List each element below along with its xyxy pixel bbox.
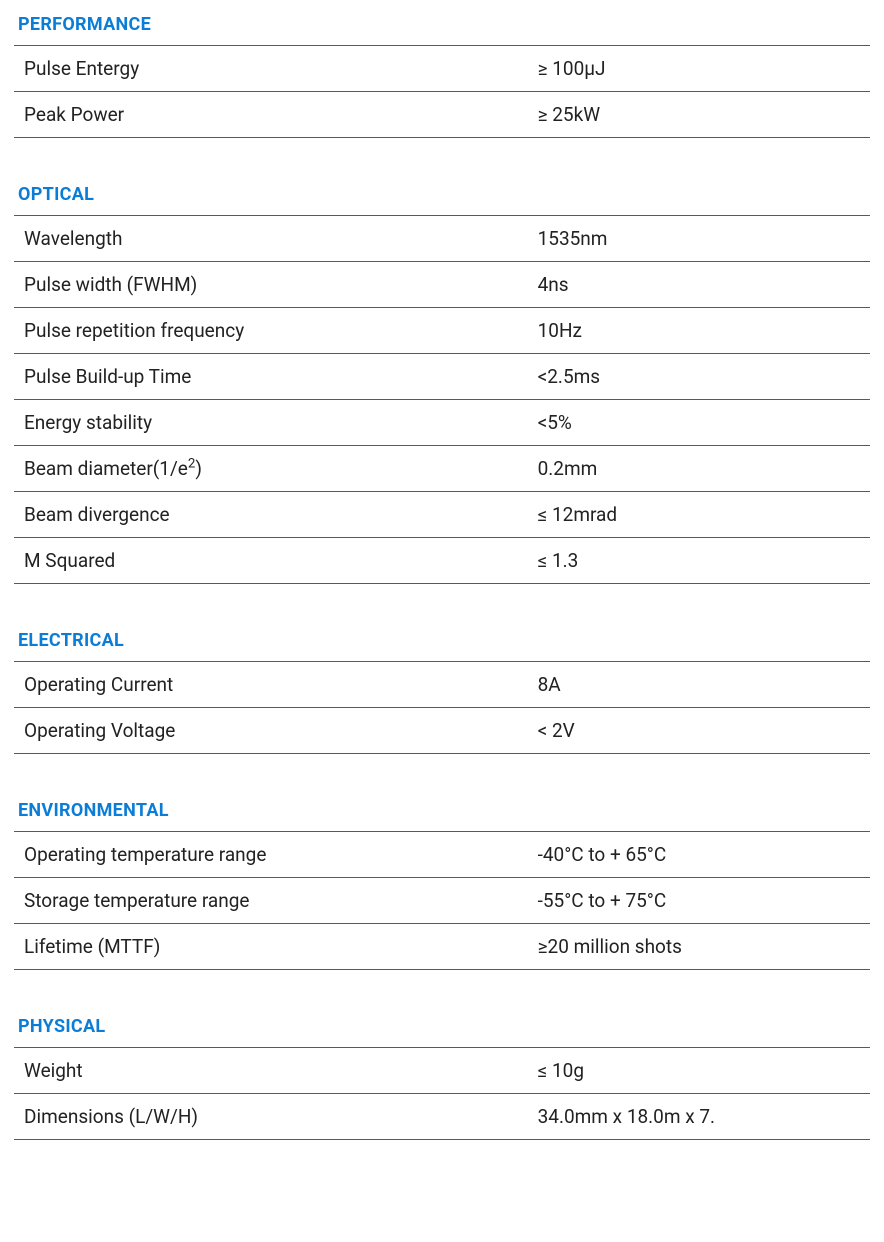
table-row: M Squared≤ 1.3	[14, 538, 870, 584]
section-header: PHYSICAL	[14, 1016, 870, 1047]
table-row: Operating temperature range-40°C to + 65…	[14, 832, 870, 878]
table-row: Operating Voltage< 2V	[14, 708, 870, 754]
spec-table: Pulse Entergy≥ 100µJPeak Power≥ 25kW	[14, 45, 870, 138]
spec-value: ≤ 10g	[528, 1048, 870, 1094]
section-header: OPTICAL	[14, 184, 870, 215]
table-row: Peak Power≥ 25kW	[14, 92, 870, 138]
spec-label: Pulse Build-up Time	[14, 354, 528, 400]
spec-value: 1535nm	[528, 216, 870, 262]
spec-label: Operating Voltage	[14, 708, 528, 754]
spec-label: Dimensions (L/W/H)	[14, 1094, 528, 1140]
spec-value: < 2V	[528, 708, 870, 754]
spec-value: ≥ 25kW	[528, 92, 870, 138]
spec-value: 10Hz	[528, 308, 870, 354]
spec-section: ELECTRICALOperating Current8AOperating V…	[14, 630, 870, 754]
spec-value: -55°C to + 75°C	[528, 878, 870, 924]
spec-table: Operating Current8AOperating Voltage< 2V	[14, 661, 870, 754]
spec-table: Weight≤ 10gDimensions (L/W/H)34.0mm x 18…	[14, 1047, 870, 1140]
table-row: Operating Current8A	[14, 662, 870, 708]
spec-table: Wavelength1535nmPulse width (FWHM)4nsPul…	[14, 215, 870, 584]
spec-label: Pulse width (FWHM)	[14, 262, 528, 308]
spec-label: Operating Current	[14, 662, 528, 708]
spec-value: 34.0mm x 18.0m x 7.	[528, 1094, 870, 1140]
spec-label: Weight	[14, 1048, 528, 1094]
table-row: Pulse Entergy≥ 100µJ	[14, 46, 870, 92]
spec-label: Wavelength	[14, 216, 528, 262]
spec-value: 4ns	[528, 262, 870, 308]
spec-section: OPTICALWavelength1535nmPulse width (FWHM…	[14, 184, 870, 584]
spec-label: Lifetime (MTTF)	[14, 924, 528, 970]
spec-section: PHYSICALWeight≤ 10gDimensions (L/W/H)34.…	[14, 1016, 870, 1140]
table-row: Dimensions (L/W/H)34.0mm x 18.0m x 7.	[14, 1094, 870, 1140]
spec-section: ENVIRONMENTALOperating temperature range…	[14, 800, 870, 970]
spec-label: Beam divergence	[14, 492, 528, 538]
table-row: Beam diameter(1/e2)0.2mm	[14, 446, 870, 492]
table-row: Pulse repetition frequency10Hz	[14, 308, 870, 354]
spec-label: M Squared	[14, 538, 528, 584]
spec-section: PERFORMANCEPulse Entergy≥ 100µJPeak Powe…	[14, 14, 870, 138]
spec-label: Operating temperature range	[14, 832, 528, 878]
spec-value: -40°C to + 65°C	[528, 832, 870, 878]
section-header: PERFORMANCE	[14, 14, 870, 45]
table-row: Energy stability<5%	[14, 400, 870, 446]
section-header: ENVIRONMENTAL	[14, 800, 870, 831]
spec-label: Peak Power	[14, 92, 528, 138]
spec-sheet: PERFORMANCEPulse Entergy≥ 100µJPeak Powe…	[14, 14, 870, 1140]
table-row: Weight≤ 10g	[14, 1048, 870, 1094]
spec-label: Storage temperature range	[14, 878, 528, 924]
spec-value: <2.5ms	[528, 354, 870, 400]
spec-value: 0.2mm	[528, 446, 870, 492]
spec-label: Energy stability	[14, 400, 528, 446]
table-row: Wavelength1535nm	[14, 216, 870, 262]
table-row: Storage temperature range-55°C to + 75°C	[14, 878, 870, 924]
table-row: Beam divergence≤ 12mrad	[14, 492, 870, 538]
table-row: Pulse Build-up Time<2.5ms	[14, 354, 870, 400]
spec-value: ≥20 million shots	[528, 924, 870, 970]
table-row: Lifetime (MTTF)≥20 million shots	[14, 924, 870, 970]
spec-value: ≤ 12mrad	[528, 492, 870, 538]
spec-label: Beam diameter(1/e2)	[14, 446, 528, 492]
spec-table: Operating temperature range-40°C to + 65…	[14, 831, 870, 970]
spec-label: Pulse Entergy	[14, 46, 528, 92]
spec-value: <5%	[528, 400, 870, 446]
spec-value: ≥ 100µJ	[528, 46, 870, 92]
spec-label: Pulse repetition frequency	[14, 308, 528, 354]
table-row: Pulse width (FWHM)4ns	[14, 262, 870, 308]
spec-value: ≤ 1.3	[528, 538, 870, 584]
spec-value: 8A	[528, 662, 870, 708]
section-header: ELECTRICAL	[14, 630, 870, 661]
